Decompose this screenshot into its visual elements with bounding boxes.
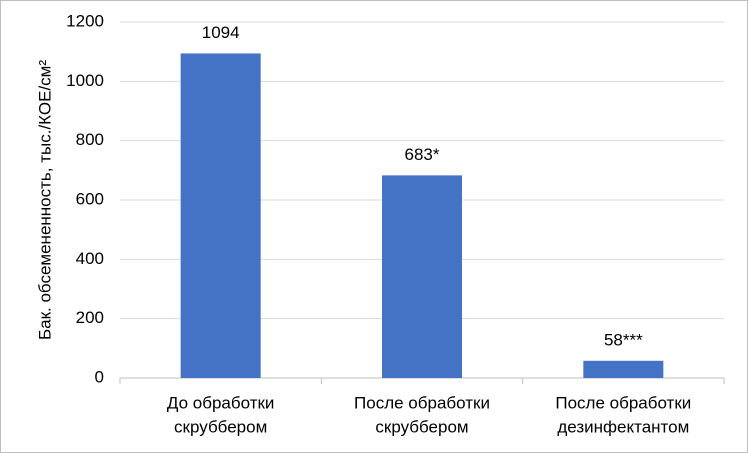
bar (382, 175, 462, 378)
x-tick-label: До обработки (167, 393, 275, 412)
bar (180, 53, 261, 379)
y-tick-label: 0 (95, 367, 104, 386)
y-tick-label: 600 (76, 189, 104, 208)
x-tick-label: скруббером (375, 417, 468, 436)
value-label: 683* (405, 145, 440, 164)
y-axis-label: Бак. обсемененность, тыс./КОЕ/см² (35, 60, 54, 340)
y-tick-label: 200 (76, 308, 104, 327)
x-tick-label: После обработки (555, 393, 691, 412)
x-tick-label: скруббером (174, 417, 267, 436)
value-label: 1094 (202, 23, 240, 42)
x-tick-label: дезинфектантом (557, 417, 689, 436)
y-tick-label: 1000 (66, 71, 104, 90)
x-tick-label: После обработки (354, 393, 490, 412)
bar (583, 360, 664, 378)
value-label: 58*** (604, 330, 643, 349)
y-tick-label: 1200 (66, 11, 104, 30)
y-tick-label: 400 (76, 249, 104, 268)
y-tick-label: 800 (76, 130, 104, 149)
